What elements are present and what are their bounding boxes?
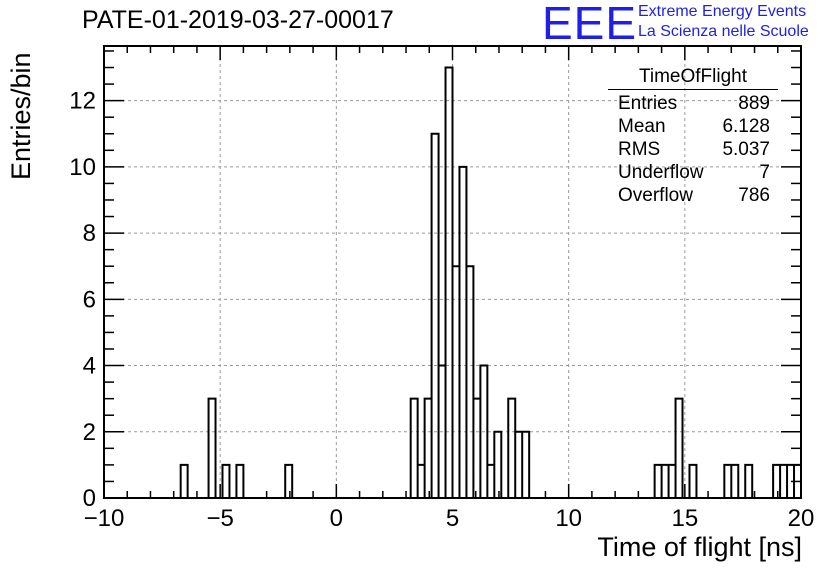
stats-label: Underflow: [618, 162, 704, 183]
x-tick-label: 15: [671, 505, 698, 532]
y-tick-label: 8: [83, 220, 96, 247]
histogram-bin: [418, 465, 425, 498]
histogram-bin: [466, 266, 473, 498]
x-axis-label: Time of flight [ns]: [597, 532, 802, 562]
eee-logo: EEE: [542, 0, 638, 49]
histogram-outline: [104, 66, 802, 499]
histogram-bin: [473, 399, 480, 498]
histogram-bin: [425, 399, 432, 498]
histogram-bin: [522, 432, 529, 498]
stats-rows: Entries 889 Mean 6.128 RMS 5.037 Underflow 7 Ove…: [608, 92, 778, 207]
x-tick-label: 10: [555, 505, 582, 532]
histogram-bin: [236, 465, 243, 498]
histogram-bin: [724, 465, 731, 498]
stats-row: Overflow 786: [608, 184, 778, 207]
x-tick-label: −10: [84, 505, 125, 532]
histogram-bin: [181, 465, 188, 498]
stats-row: Mean 6.128: [608, 115, 778, 138]
histogram-bin: [459, 167, 466, 498]
stats-row: Underflow 7: [608, 161, 778, 184]
chart-title: PATE-01-2019-03-27-00017: [82, 6, 394, 34]
histogram-bin: [446, 68, 453, 498]
histogram-bin: [432, 134, 439, 498]
axis-ticks: [103, 46, 802, 499]
stats-row: Entries 889: [608, 92, 778, 115]
x-tick-labels: −10 −5 0 5 10 15 20: [84, 505, 815, 532]
histogram-bin: [731, 465, 738, 498]
y-tick-label: 10: [69, 154, 96, 181]
y-axis-label: Entries/bin: [6, 52, 36, 180]
y-tick-label: 2: [83, 419, 96, 446]
y-tick-label: 6: [83, 286, 96, 313]
stats-row: RMS 5.037: [608, 138, 778, 161]
y-tick-label: 4: [83, 353, 96, 380]
y-tick-labels: 0 2 4 6 8 10 12: [69, 88, 96, 512]
stats-value: 786: [738, 185, 770, 206]
histogram-bin: [285, 465, 292, 498]
logo-text-line1: Extreme Energy Events: [638, 3, 807, 20]
histogram-bin: [689, 465, 696, 498]
histogram-bin: [676, 399, 683, 498]
logo-text-line2: La Scienza nelle Scuole: [638, 23, 809, 40]
stats-label: Entries: [618, 93, 678, 114]
histogram-bin: [209, 399, 216, 498]
y-tick-label: 12: [69, 88, 96, 115]
x-tick-label: −5: [206, 505, 233, 532]
histogram-bin: [773, 465, 780, 498]
stats-value: 7: [759, 162, 770, 183]
histogram-bin: [515, 432, 522, 498]
x-tick-label: 5: [446, 505, 459, 532]
histogram-bin: [508, 399, 515, 498]
histogram-bin: [655, 465, 662, 498]
histogram-bin: [411, 399, 418, 498]
histogram-bin: [453, 266, 460, 498]
stats-title: TimeOfFlight: [608, 66, 778, 90]
histogram-bin: [494, 432, 501, 498]
histogram-bin: [662, 465, 669, 498]
stats-label: RMS: [618, 139, 661, 160]
histogram-bin: [222, 465, 229, 498]
stats-box: TimeOfFlight Entries 889 Mean 6.128 RMS 5.037…: [608, 66, 778, 207]
stats-value: 5.037: [722, 139, 770, 160]
x-tick-label: 0: [330, 505, 343, 532]
histogram-bin: [745, 465, 752, 498]
histogram-bin: [780, 465, 787, 498]
y-tick-label: 0: [83, 485, 96, 512]
histogram-bin: [487, 465, 494, 498]
stats-value: 6.128: [722, 116, 770, 137]
stats-label: Overflow: [618, 185, 693, 206]
stats-label: Mean: [618, 116, 666, 137]
x-tick-label: 20: [788, 505, 815, 532]
stats-value: 889: [738, 93, 770, 114]
histogram-bin: [669, 465, 676, 498]
